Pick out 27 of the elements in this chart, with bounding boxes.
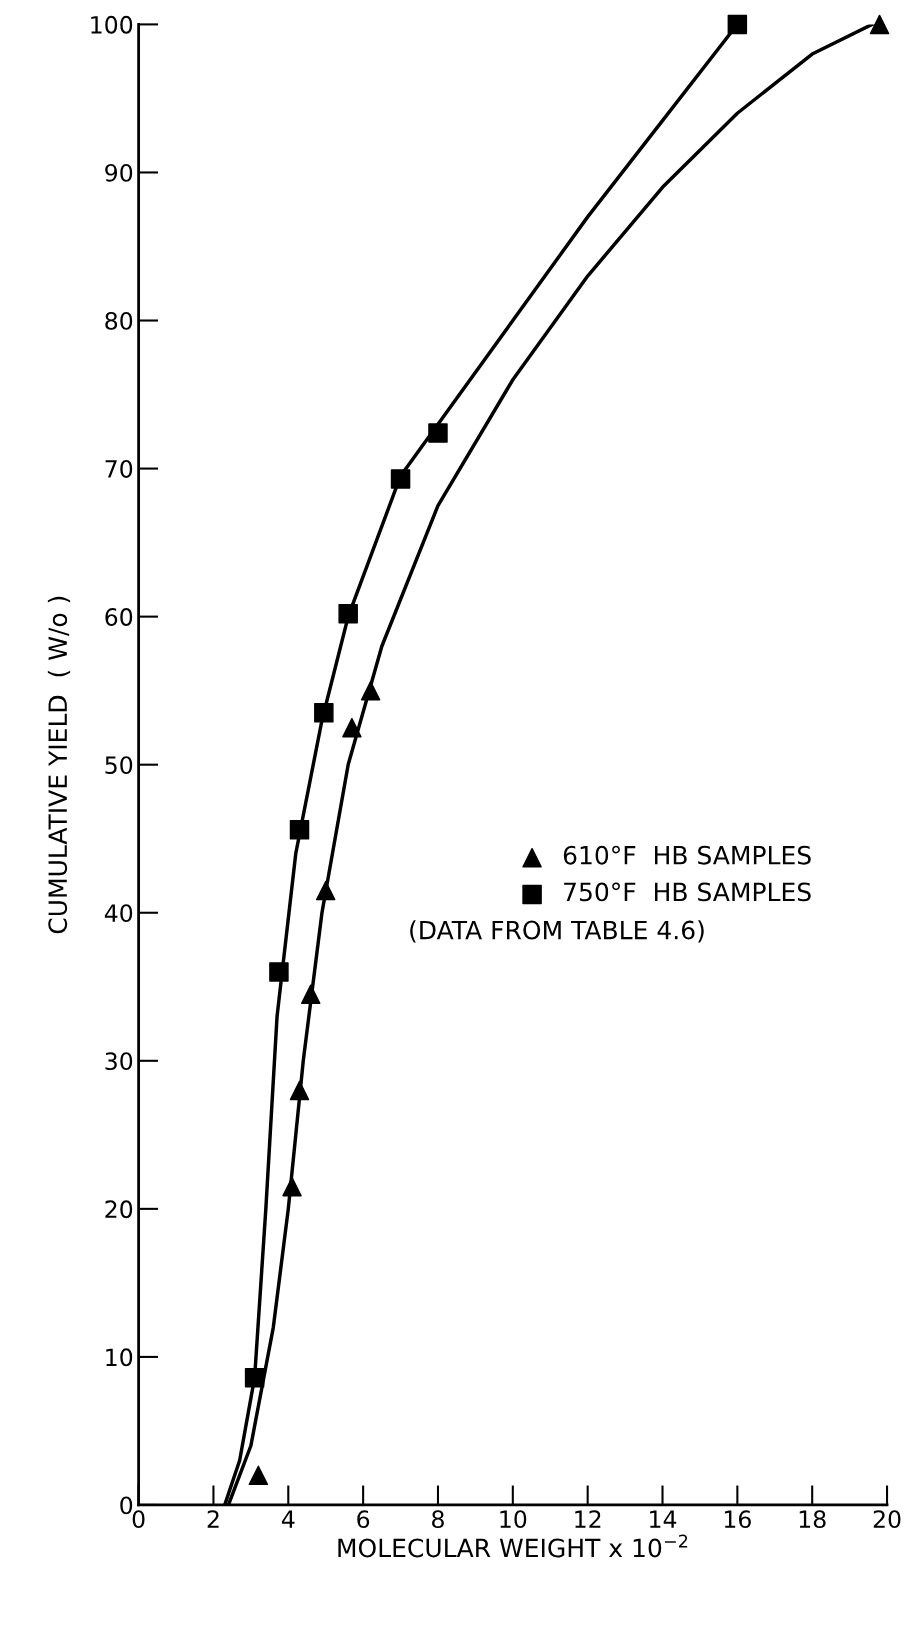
x-tick-label: 14 xyxy=(650,1510,677,1528)
x-tick-label: 8 xyxy=(432,1510,444,1529)
y-tick-label: 60 xyxy=(105,608,133,626)
y-axis-title: CUMULATIVE YIELD ( W/o ) xyxy=(47,596,71,934)
y-tick-label: 100 xyxy=(91,15,133,34)
legend-label: 610°F HB SAMPLES xyxy=(563,845,811,865)
x-tick-label: 18 xyxy=(799,1510,826,1529)
y-tick-label: 40 xyxy=(104,904,133,923)
y-tick-label: 70 xyxy=(105,460,133,478)
x-tick-label: 12 xyxy=(575,1510,601,1528)
legend-label: 750°F HB SAMPLES xyxy=(564,882,811,902)
y-tick-label: 20 xyxy=(105,1200,133,1219)
x-tick-label: 20 xyxy=(873,1510,901,1529)
y-tick-label: 0 xyxy=(120,1496,133,1515)
x-tick-label: 16 xyxy=(724,1510,751,1529)
x-tick-label: 0 xyxy=(132,1510,145,1529)
y-tick-label: 30 xyxy=(105,1052,133,1071)
annotation: (DATA FROM TABLE 4.6) xyxy=(410,920,704,943)
y-tick-label: 10 xyxy=(106,1348,133,1367)
x-axis-title: MOLECULAR WEIGHT x 10$^{−2}$ xyxy=(338,1534,688,1558)
x-tick-label: 6 xyxy=(357,1510,370,1529)
x-tick-label: 2 xyxy=(207,1510,219,1528)
x-tick-label: 10 xyxy=(500,1510,527,1529)
y-tick-label: 80 xyxy=(105,311,133,330)
y-tick-label: 50 xyxy=(105,756,133,774)
y-tick-label: 90 xyxy=(105,163,133,182)
x-tick-label: 4 xyxy=(281,1510,295,1528)
